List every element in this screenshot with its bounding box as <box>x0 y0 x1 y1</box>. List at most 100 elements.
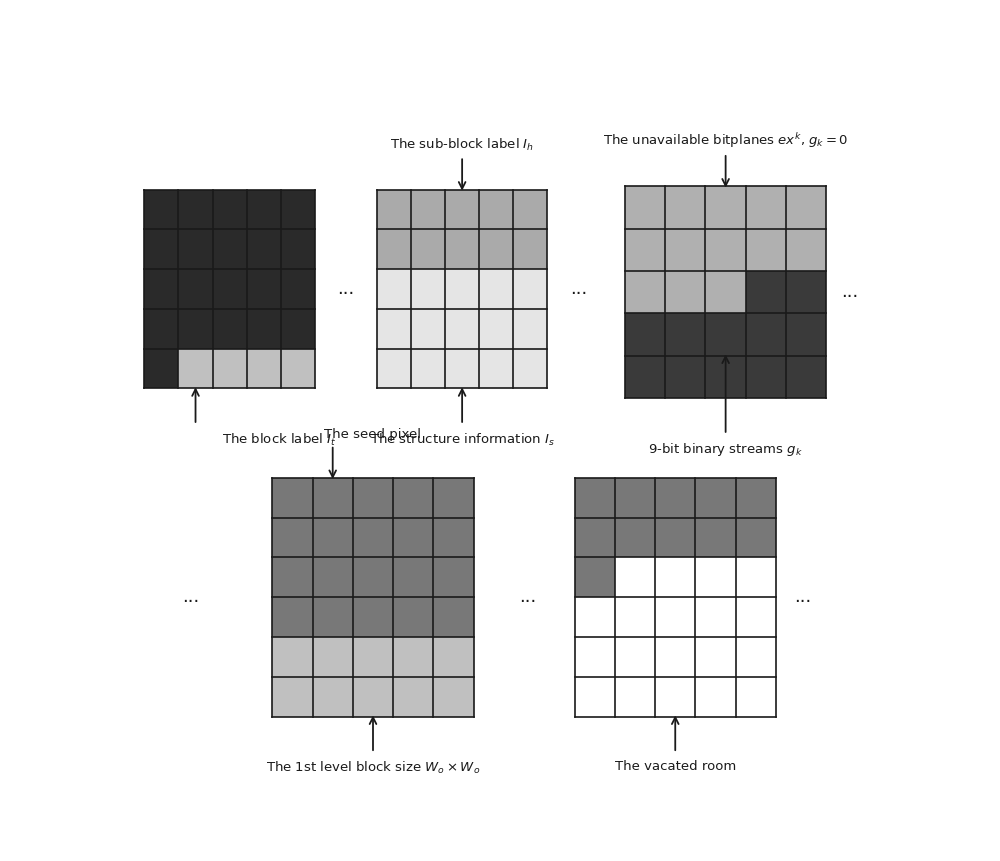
Bar <box>178 229 213 269</box>
Bar <box>786 313 826 356</box>
Text: The unavailable bitplanes $ex^k$, $g_k = 0$: The unavailable bitplanes $ex^k$, $g_k =… <box>603 131 848 150</box>
Text: ...: ... <box>794 588 812 606</box>
Bar <box>736 677 776 716</box>
Bar <box>393 598 433 637</box>
Bar <box>247 349 281 388</box>
Bar <box>665 271 705 313</box>
Text: ...: ... <box>519 588 537 606</box>
Bar <box>353 637 393 677</box>
Bar <box>272 517 313 557</box>
Bar <box>213 349 247 388</box>
Bar <box>213 309 247 349</box>
Bar <box>247 229 281 269</box>
Bar <box>655 478 695 517</box>
Bar <box>313 478 353 517</box>
Bar <box>272 677 313 716</box>
Bar <box>213 189 247 229</box>
Bar <box>695 557 736 598</box>
Bar <box>665 356 705 399</box>
Bar <box>144 269 178 309</box>
Text: The vacated room: The vacated room <box>615 759 736 772</box>
Bar <box>144 309 178 349</box>
Bar <box>445 349 479 388</box>
Bar <box>513 269 547 309</box>
Bar <box>513 349 547 388</box>
Bar <box>736 637 776 677</box>
Bar <box>272 598 313 637</box>
Bar <box>178 349 213 388</box>
Bar <box>574 637 615 677</box>
Bar <box>513 189 547 229</box>
Bar <box>695 478 736 517</box>
Bar <box>281 189 315 229</box>
Bar <box>665 313 705 356</box>
Bar <box>433 517 474 557</box>
Bar <box>574 557 615 598</box>
Bar <box>705 229 746 271</box>
Bar <box>433 637 474 677</box>
Bar <box>247 309 281 349</box>
Bar <box>736 517 776 557</box>
Bar <box>393 557 433 598</box>
Bar <box>313 637 353 677</box>
Bar <box>615 637 655 677</box>
Bar <box>144 349 178 388</box>
Bar <box>655 557 695 598</box>
Bar <box>655 598 695 637</box>
Bar <box>313 517 353 557</box>
Bar <box>746 271 786 313</box>
Bar <box>445 309 479 349</box>
Bar <box>445 229 479 269</box>
Bar <box>786 356 826 399</box>
Text: The 1st level block size $W_o \times W_o$: The 1st level block size $W_o \times W_o… <box>266 759 480 776</box>
Text: ...: ... <box>570 280 587 298</box>
Bar <box>433 478 474 517</box>
Bar <box>411 189 445 229</box>
Bar <box>377 309 411 349</box>
Bar <box>353 478 393 517</box>
Bar <box>178 309 213 349</box>
Bar <box>574 478 615 517</box>
Bar <box>213 229 247 269</box>
Bar <box>313 557 353 598</box>
Text: ...: ... <box>841 283 858 301</box>
Bar <box>786 229 826 271</box>
Bar <box>411 309 445 349</box>
Bar <box>615 677 655 716</box>
Bar <box>353 557 393 598</box>
Bar <box>377 229 411 269</box>
Bar <box>377 269 411 309</box>
Bar <box>625 271 665 313</box>
Bar <box>433 677 474 716</box>
Bar <box>313 677 353 716</box>
Bar <box>736 478 776 517</box>
Bar <box>281 229 315 269</box>
Bar <box>281 309 315 349</box>
Bar <box>445 189 479 229</box>
Bar <box>479 229 513 269</box>
Text: ...: ... <box>337 280 354 298</box>
Bar <box>281 269 315 309</box>
Bar <box>746 356 786 399</box>
Bar <box>705 313 746 356</box>
Bar <box>574 517 615 557</box>
Bar <box>665 229 705 271</box>
Bar <box>786 186 826 229</box>
Bar <box>313 598 353 637</box>
Bar <box>178 189 213 229</box>
Bar <box>479 349 513 388</box>
Bar <box>144 189 178 229</box>
Bar <box>513 309 547 349</box>
Bar <box>615 557 655 598</box>
Bar <box>272 637 313 677</box>
Bar <box>786 271 826 313</box>
Bar <box>393 478 433 517</box>
Bar <box>625 229 665 271</box>
Bar <box>574 677 615 716</box>
Bar <box>393 637 433 677</box>
Bar <box>655 637 695 677</box>
Text: The structure information $I_s$: The structure information $I_s$ <box>370 431 555 448</box>
Bar <box>513 229 547 269</box>
Bar <box>353 677 393 716</box>
Bar <box>377 189 411 229</box>
